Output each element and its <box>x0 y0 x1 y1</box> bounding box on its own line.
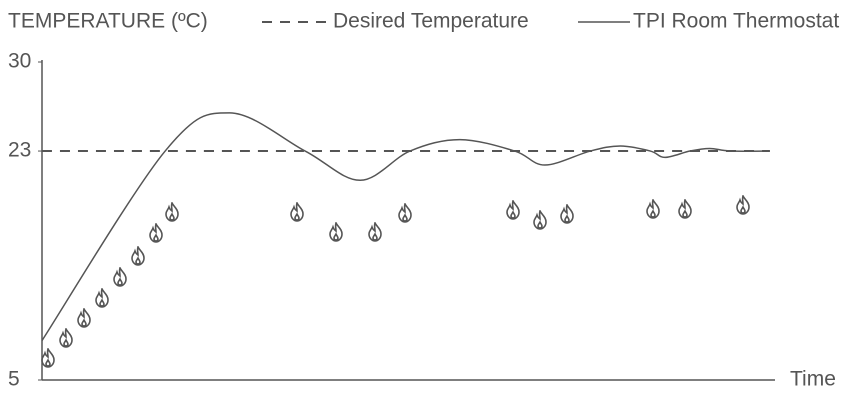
flame-icon <box>678 199 692 219</box>
flame-icon <box>77 308 91 328</box>
flame-icon <box>533 210 547 230</box>
flame-icon <box>149 223 163 243</box>
y-axis-label: TEMPERATURE (ºC) <box>8 10 208 33</box>
flame-icon <box>736 195 750 215</box>
flame-icon <box>506 200 520 220</box>
legend-label: TPI Room Thermostat <box>633 10 839 33</box>
y-tick-label: 5 <box>8 368 20 391</box>
flame-icon <box>165 202 179 222</box>
flame-icon <box>398 203 412 223</box>
y-tick-label: 30 <box>8 50 31 73</box>
flame-icon <box>290 202 304 222</box>
legend-label: Desired Temperature <box>333 10 529 33</box>
flame-icon <box>368 222 382 242</box>
flame-icon <box>41 348 55 368</box>
flame-icon <box>113 267 127 287</box>
flame-icon <box>329 222 343 242</box>
series-line <box>41 112 770 341</box>
y-tick-label: 23 <box>8 139 31 162</box>
flame-icon <box>59 328 73 348</box>
x-axis-label: Time <box>790 368 836 391</box>
flame-icon <box>95 288 109 308</box>
flame-icon <box>646 199 660 219</box>
flame-icon <box>131 246 145 266</box>
flame-icon <box>560 204 574 224</box>
flame-icons <box>41 195 750 368</box>
